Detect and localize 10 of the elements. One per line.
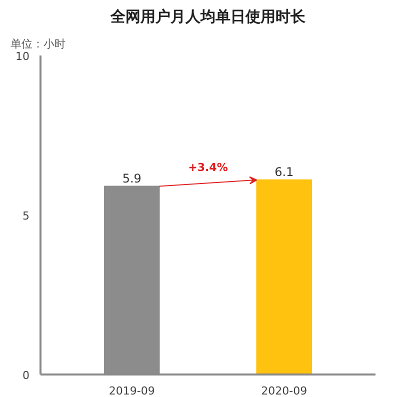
x-tick-label: 2020-09 — [261, 384, 308, 397]
data-label: 6.1 — [274, 164, 294, 179]
annotation: +3.4% — [188, 160, 228, 174]
chart-title: 全网用户月人均单日使用时长 — [110, 8, 306, 26]
x-tick-label: 2019-09 — [108, 384, 155, 397]
data-label: 5.9 — [122, 171, 142, 186]
y-tick-label: 10 — [16, 50, 30, 63]
y-tick-label: 5 — [22, 210, 30, 222]
y-tick-label: 0 — [22, 369, 30, 382]
chart-subtitle: 单位：小时 — [10, 38, 66, 50]
